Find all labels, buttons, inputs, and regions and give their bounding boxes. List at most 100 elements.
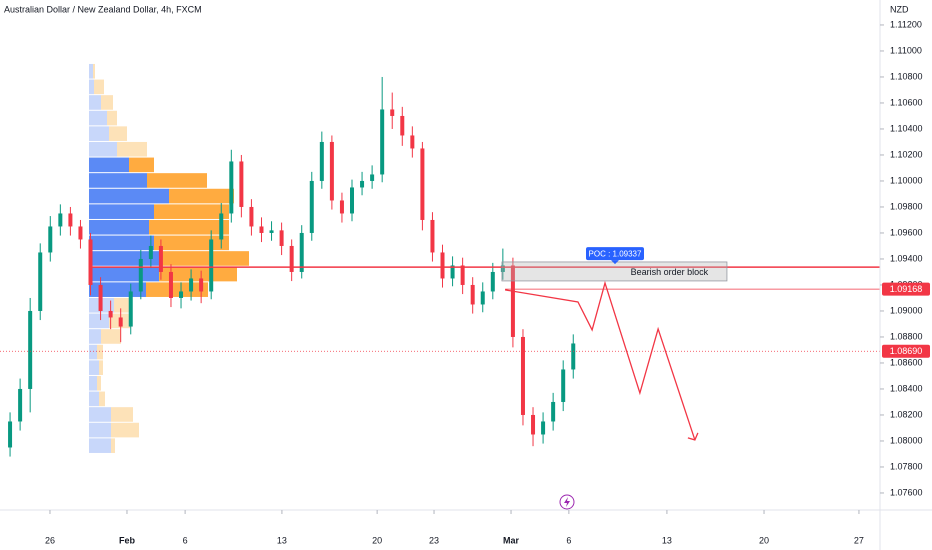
volume-up-bar [89,173,147,188]
candle-body [259,226,264,233]
currency-label: NZD [890,4,909,14]
candle-body [520,336,525,415]
candle-body [360,180,365,188]
candle-body [98,284,103,311]
candle-body [18,388,23,422]
candle-body [179,291,184,298]
candle-body [189,278,194,292]
candle-body [118,317,123,327]
candle-body [269,230,274,233]
volume-up-bar [89,157,129,173]
price-tag [882,344,930,358]
candle-body [289,245,294,272]
candle-body [440,252,445,279]
volume-up-bar [89,219,149,235]
volume-down-bar [111,407,133,422]
volume-profile [89,63,249,453]
volume-up-bar [89,360,99,375]
price-tag [882,282,930,296]
candle-body [460,265,465,285]
volume-up-bar [89,110,107,126]
y-tick-label: 1.10600 [890,97,923,107]
candle-body [541,421,546,435]
volume-down-bar [129,157,154,173]
volume-down-bar [154,204,229,219]
candle-body [8,421,13,448]
volume-down-bar [109,126,127,141]
volume-up-bar [89,282,146,297]
candle-body [370,174,375,181]
poc-label: POC : 1.09337 [589,249,642,258]
volume-down-bar [117,141,147,157]
price-tag-label: 1.08690 [890,346,923,356]
volume-down-bar [147,173,207,188]
lightning-icon [559,494,575,510]
projection-path [504,280,696,441]
x-tick-label: Feb [119,535,136,545]
volume-up-bar [89,126,109,141]
volume-up-bar [89,313,109,329]
y-tick-label: 1.11000 [890,45,922,55]
candle-body [239,161,244,207]
candle-body [339,200,344,214]
chart-title: Australian Dollar / New Zealand Dollar, … [4,4,202,14]
volume-down-bar [154,235,229,251]
volume-down-bar [111,438,115,453]
candle-body [48,226,53,253]
y-tick-label: 1.10800 [890,71,923,81]
candle-body [249,206,254,227]
y-tick-label: 1.09400 [890,253,923,263]
volume-down-bar [93,63,95,79]
volume-down-bar [114,297,130,313]
x-tick-label: 13 [662,535,672,545]
volume-down-bar [99,391,105,407]
candle-body [219,213,224,240]
candle-body [209,239,214,292]
x-tick-label: 13 [277,535,287,545]
volume-up-bar [89,235,154,251]
x-tick-label: 6 [566,535,571,545]
candle-body [450,265,455,279]
y-tick-label: 1.09600 [890,227,923,237]
volume-up-bar [89,391,99,407]
candle-body [148,245,153,259]
volume-down-bar [107,110,117,126]
candle-body [480,291,485,305]
y-tick-label: 1.11200 [890,19,922,29]
volume-down-bar [101,95,113,110]
candle-body [410,135,415,149]
price-tag-label: 1.09168 [890,284,923,294]
volume-down-bar [97,375,101,391]
candle-body [128,291,133,327]
volume-down-bar [99,360,103,375]
x-tick-label: 26 [45,535,55,545]
y-tick-label: 1.08400 [890,383,923,393]
poc-badge-pointer [611,260,619,265]
candle-body [380,109,385,175]
y-tick-label: 1.08800 [890,331,923,341]
volume-up-bar [89,188,169,204]
candle-body [420,148,425,220]
volume-down-bar [169,188,234,204]
candle-body [319,141,324,181]
volume-up-bar [89,79,94,95]
volume-up-bar [89,438,111,453]
candle-body [68,213,73,227]
volume-up-bar [89,63,93,79]
volume-up-bar [89,141,117,157]
x-tick-label: 6 [183,535,188,545]
volume-up-bar [89,266,159,282]
y-tick-label: 1.09000 [890,305,923,315]
volume-up-bar [89,251,159,266]
volume-up-bar [89,407,111,422]
candle-body [138,258,143,292]
volume-up-bar [89,344,97,360]
x-tick-label: 20 [372,535,382,545]
candle-body [561,369,566,402]
candle-body [390,109,395,116]
y-tick-label: 1.09800 [890,201,923,211]
candle-body [158,245,163,272]
candle-body [299,232,304,272]
